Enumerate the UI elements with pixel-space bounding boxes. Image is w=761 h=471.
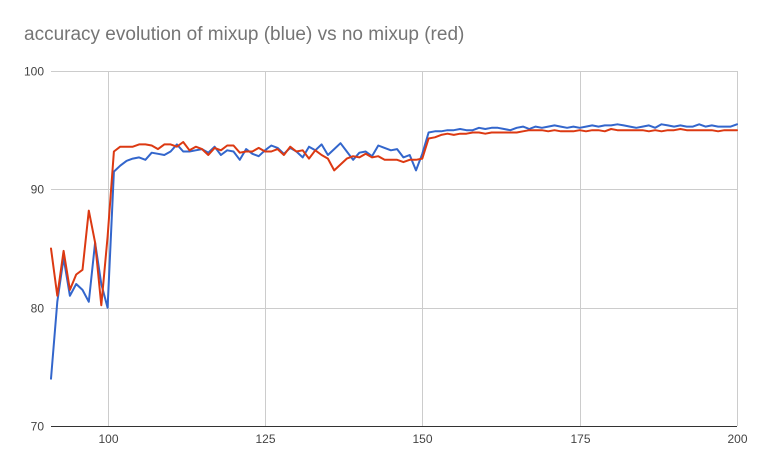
x-tick-label-100: 100 — [98, 432, 118, 446]
x-tick-label-150: 150 — [412, 432, 432, 446]
y-tick-label-100: 100 — [24, 65, 44, 79]
y-tick-label-80: 80 — [31, 302, 45, 316]
y-tick-label-90: 90 — [31, 183, 45, 197]
series-line-blue — [50, 123, 738, 380]
series-layer — [50, 123, 738, 380]
gridlines — [51, 71, 738, 427]
series-line-red — [50, 128, 738, 307]
x-tick-label-200: 200 — [727, 432, 747, 446]
chart-title: accuracy evolution of mixup (blue) vs no… — [24, 24, 465, 45]
x-tick-label-175: 175 — [570, 432, 590, 446]
y-tick-label-70: 70 — [31, 420, 45, 434]
tick-labels: 70 80 90 100 100 125 150 175 200 — [24, 65, 748, 447]
x-tick-label-125: 125 — [255, 432, 275, 446]
